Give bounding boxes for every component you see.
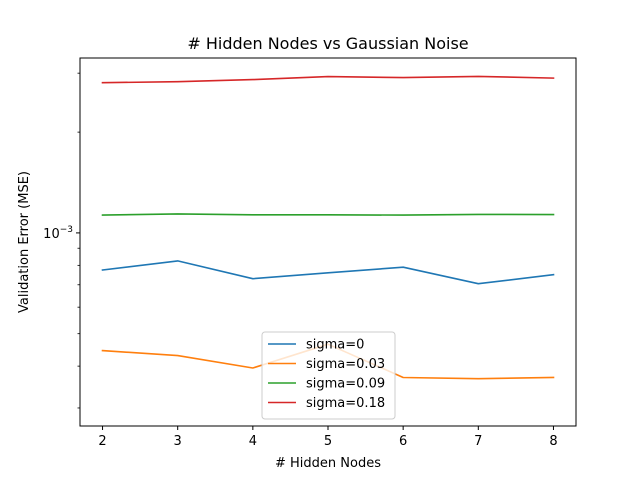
legend-label-1: sigma=0.03 (306, 357, 385, 372)
y-tick-base: 10 (43, 227, 60, 242)
x-tick-label-3: 5 (324, 434, 332, 449)
x-tick-label-1: 3 (174, 434, 182, 449)
legend-label-0: sigma=0 (306, 338, 364, 353)
y-tick-exponent: −3 (60, 225, 73, 235)
legend-label-2: sigma=0.09 (306, 377, 385, 392)
ticks-layer: 2 3 4 5 6 7 8 10−3 (43, 72, 558, 449)
x-tick-label-2: 4 (249, 434, 257, 449)
x-tick-label-6: 8 (549, 434, 557, 449)
x-tick-label-0: 2 (98, 434, 106, 449)
axes-frame (79, 57, 577, 427)
y-major-tick-label: 10−3 (43, 225, 73, 242)
x-tick-label-5: 7 (474, 434, 482, 449)
series-line-2 (101, 213, 555, 216)
y-axis-label: Validation Error (MSE) (17, 171, 32, 313)
legend-label-3: sigma=0.18 (306, 396, 385, 411)
series-line-0 (101, 260, 555, 285)
legend: sigma=0 sigma=0.03 sigma=0.09 sigma=0.18 (261, 331, 396, 420)
series-line-3 (101, 75, 555, 84)
chart-title: # Hidden Nodes vs Gaussian Noise (187, 34, 468, 53)
x-axis-label: # Hidden Nodes (275, 456, 381, 471)
x-tick-label-4: 6 (399, 434, 407, 449)
legend-box (261, 331, 396, 420)
